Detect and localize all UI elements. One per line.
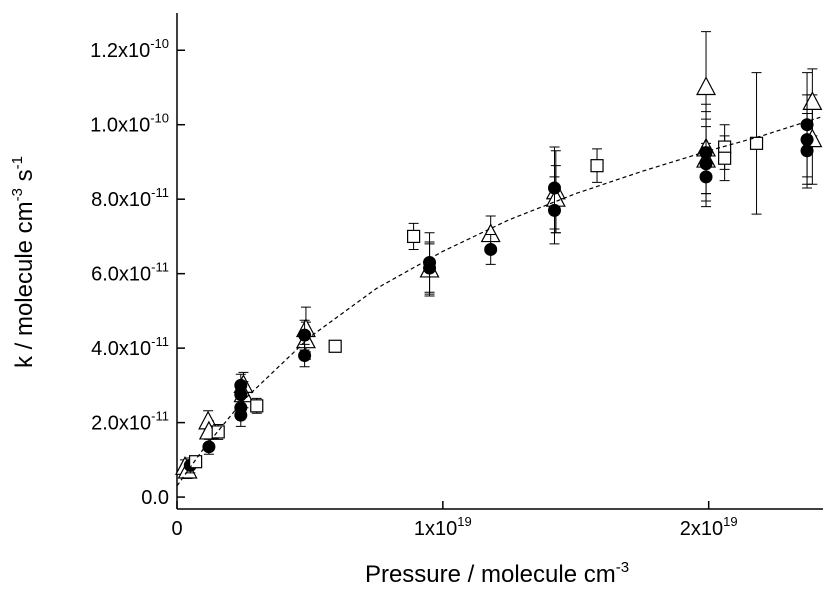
y-tick-label: 4.0x10-11 (91, 334, 169, 360)
circle-marker (800, 118, 814, 132)
y-axis-title: k / molecule cm-3 s-1 (9, 156, 38, 368)
triangle-marker (802, 91, 823, 110)
circle-marker (699, 157, 713, 171)
x-tick-label: 1x1019 (414, 514, 472, 540)
y-tick-label: 0.0 (141, 487, 169, 509)
y-title-part: s (11, 169, 38, 188)
square-marker (718, 140, 732, 154)
x-title-sup: -3 (616, 559, 629, 576)
circle-marker (800, 133, 814, 147)
square-marker (328, 339, 342, 353)
circle-marker (234, 408, 248, 422)
y-tick-label: 2.0x10-11 (91, 409, 169, 435)
triangle-marker (696, 76, 717, 96)
x-axis-title: Pressure / molecule cm-3 (365, 559, 629, 588)
circle-marker (547, 181, 561, 195)
circle-marker (423, 261, 437, 275)
x-title-part: Pressure / molecule cm (365, 561, 616, 588)
square-marker (250, 399, 264, 413)
circle-marker (547, 203, 561, 217)
circle-marker (298, 349, 312, 363)
y-title-part: k / molecule cm (11, 201, 38, 368)
y-title-sup: -1 (9, 156, 26, 169)
circle-marker (699, 170, 713, 184)
y-tick-label: 1.2x10-10 (90, 36, 169, 62)
y-title-sup: -3 (9, 188, 26, 201)
square-marker (590, 159, 604, 173)
circle-marker (484, 242, 498, 256)
circle-marker (699, 146, 713, 160)
y-tick-label: 1.0x10-10 (90, 111, 169, 137)
circle-marker (800, 144, 814, 158)
square-marker (189, 455, 203, 469)
square-marker (407, 229, 421, 244)
fit-line (176, 116, 821, 487)
square-marker (718, 151, 732, 165)
circle-marker (234, 388, 248, 402)
y-tick-label: 6.0x10-11 (91, 260, 169, 286)
circle-marker (202, 440, 216, 454)
x-tick-label: 2x1019 (680, 514, 738, 540)
x-tick-label: 0 (171, 518, 182, 540)
circle-marker (298, 328, 312, 342)
square-marker (211, 425, 225, 439)
y-tick-label: 8.0x10-11 (91, 185, 169, 211)
circle-marker (234, 378, 248, 392)
